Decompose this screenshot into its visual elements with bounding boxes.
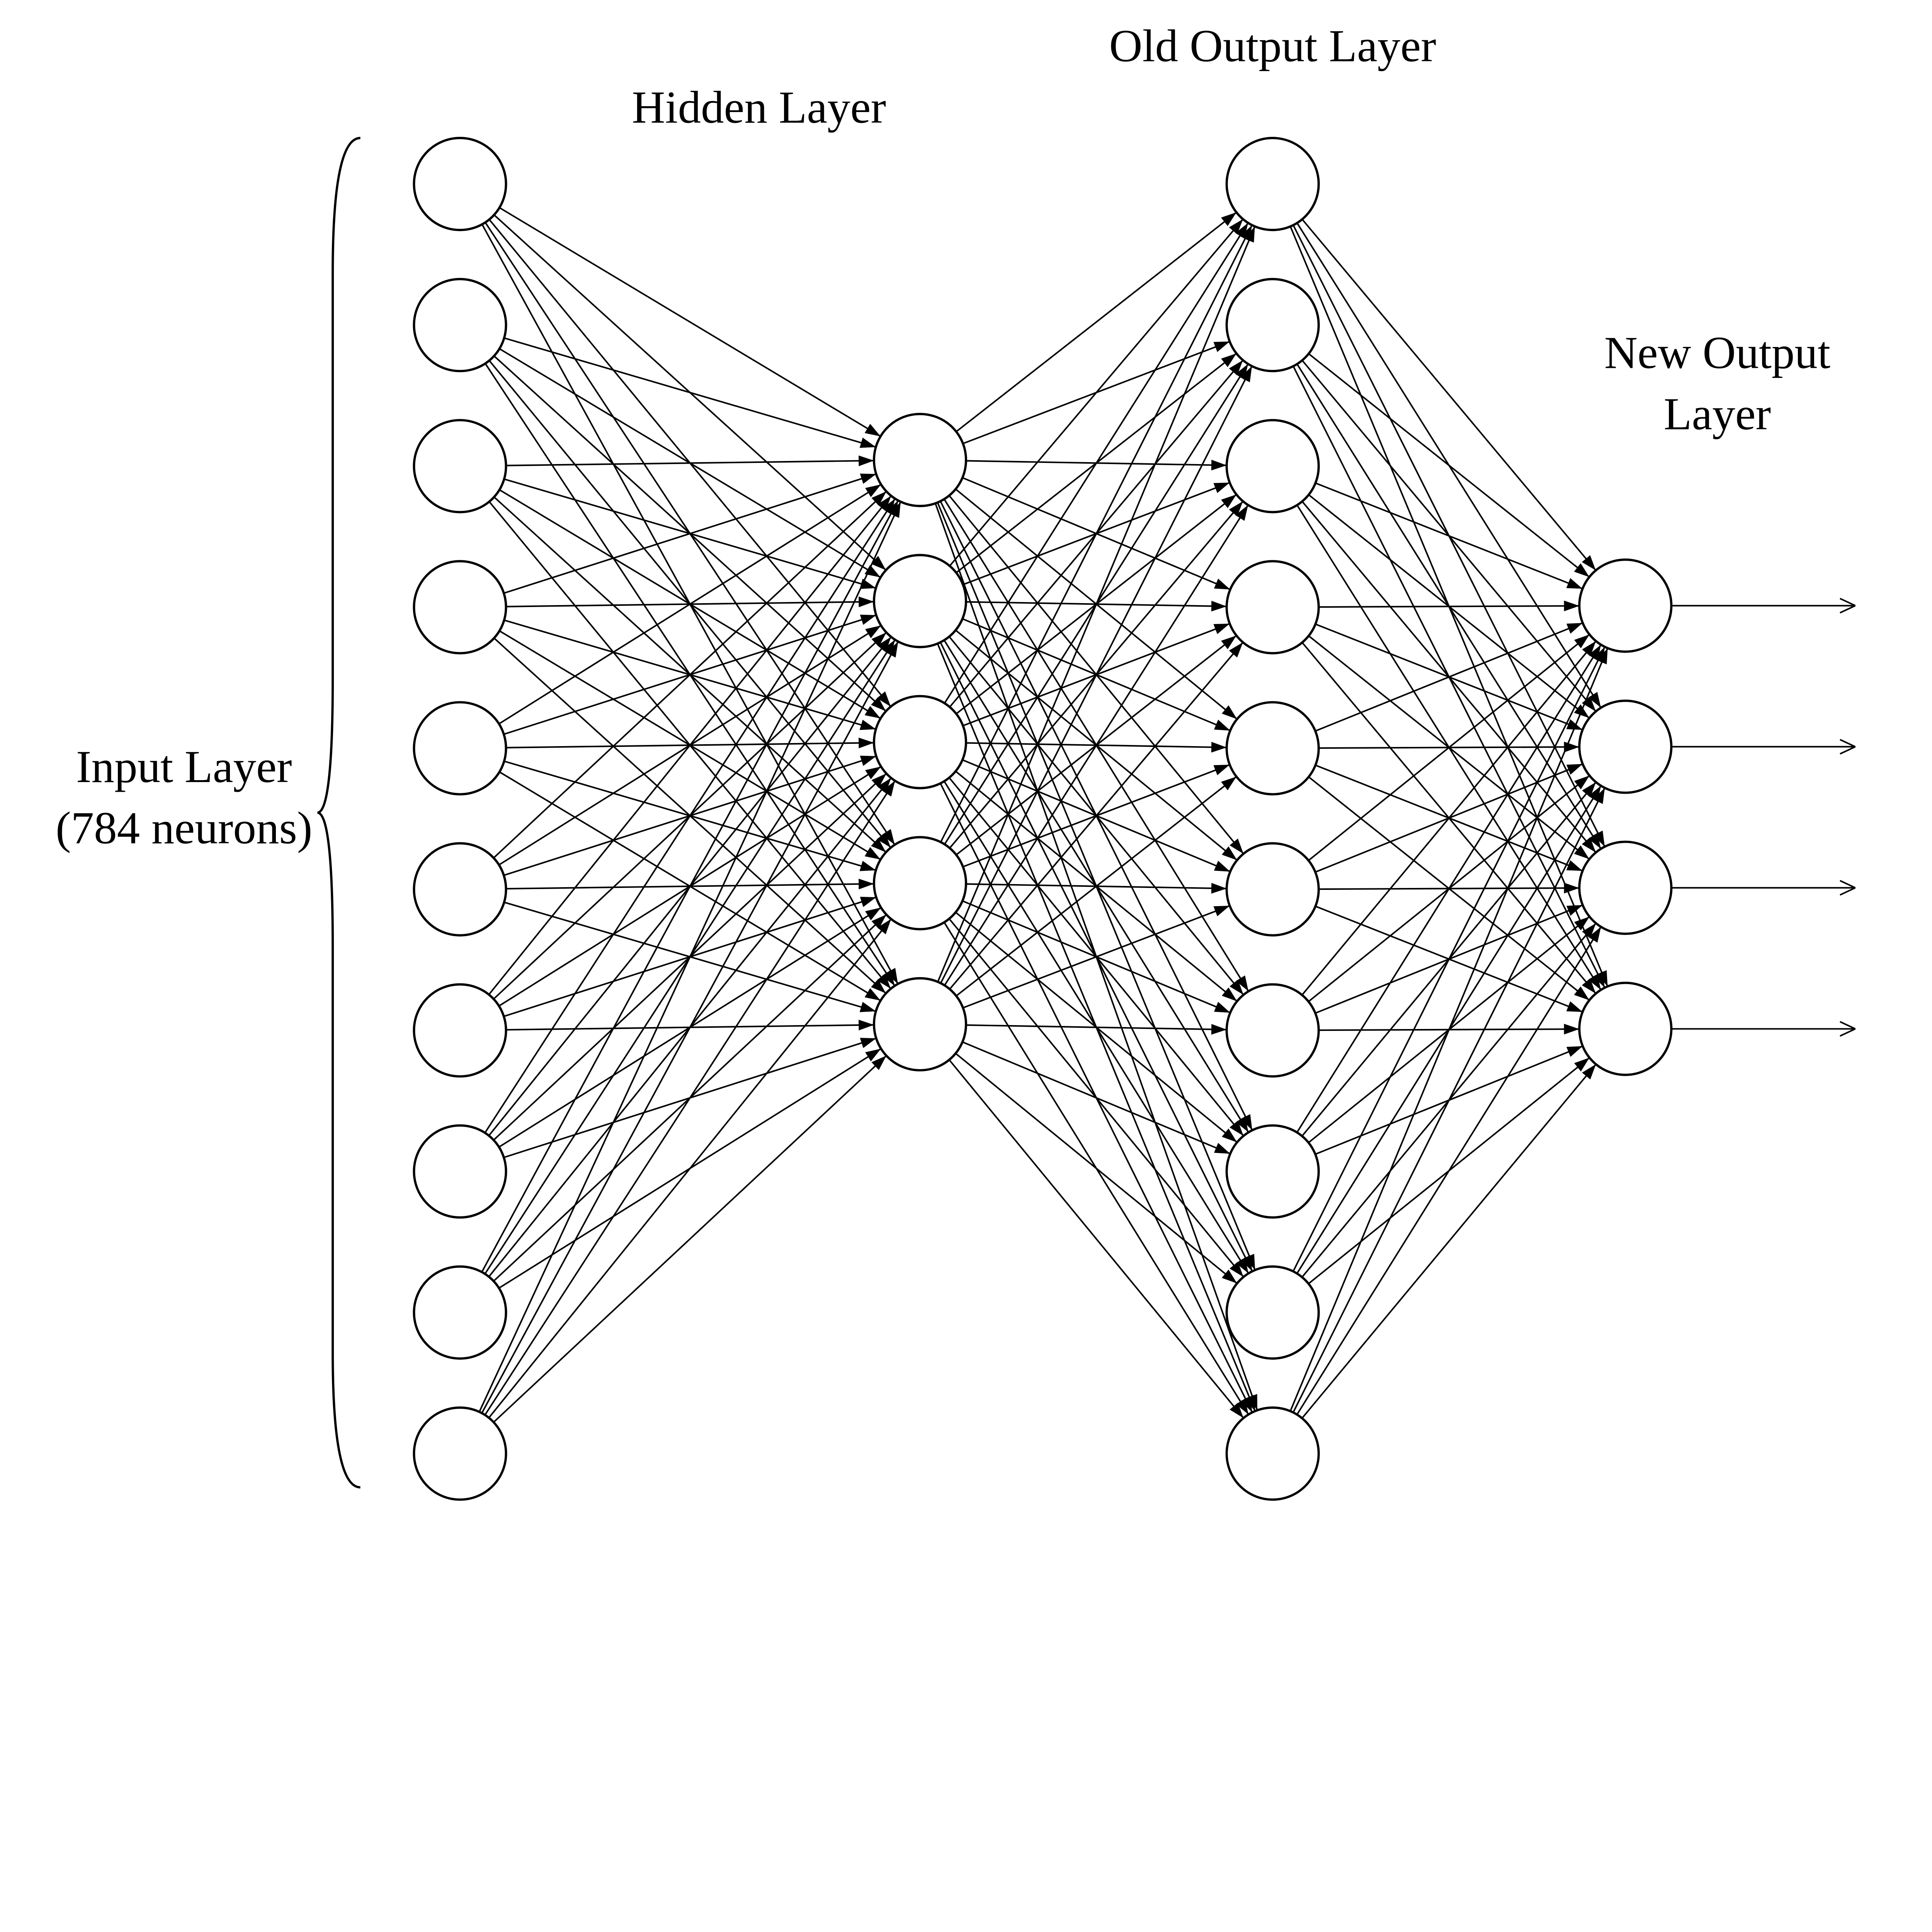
neuron-hidden-1 (874, 555, 966, 647)
neuron-input-2 (414, 420, 506, 512)
neuron-input-6 (414, 985, 506, 1077)
neuron-input-1 (414, 279, 506, 371)
label-new-output-line2: Layer (1664, 388, 1771, 439)
label-input-line2: (784 neurons) (56, 803, 312, 854)
label-old-output: Old Output Layer (1109, 20, 1436, 71)
neuron-old-output-7 (1227, 1126, 1319, 1218)
neuron-old-output-6 (1227, 985, 1319, 1077)
neuron-old-output-1 (1227, 279, 1319, 371)
neuron-old-output-8 (1227, 1267, 1319, 1359)
neural-network-diagram: Input Layer (784 neurons) Hidden Layer Old … (0, 0, 1932, 1566)
neuron-input-4 (414, 702, 506, 794)
neuron-old-output-4 (1227, 702, 1319, 794)
neuron-input-7 (414, 1126, 506, 1218)
neuron-hidden-0 (874, 414, 966, 506)
neuron-old-output-3 (1227, 561, 1319, 653)
neuron-hidden-2 (874, 696, 966, 788)
neuron-hidden-3 (874, 837, 966, 929)
neuron-new-output-3 (1579, 983, 1671, 1075)
neuron-new-output-2 (1579, 842, 1671, 934)
neuron-old-output-9 (1227, 1408, 1319, 1500)
neuron-old-output-0 (1227, 138, 1319, 230)
label-input-line1: Input Layer (76, 741, 292, 792)
neuron-input-0 (414, 138, 506, 230)
neuron-hidden-4 (874, 978, 966, 1070)
neuron-input-9 (414, 1408, 506, 1500)
neuron-new-output-1 (1579, 701, 1671, 793)
neuron-input-8 (414, 1267, 506, 1359)
neuron-old-output-5 (1227, 844, 1319, 935)
label-new-output-line1: New Output (1604, 327, 1830, 378)
neuron-old-output-2 (1227, 420, 1319, 512)
label-hidden: Hidden Layer (632, 82, 886, 133)
neuron-input-5 (414, 844, 506, 935)
neuron-input-3 (414, 561, 506, 653)
neuron-new-output-0 (1579, 560, 1671, 651)
